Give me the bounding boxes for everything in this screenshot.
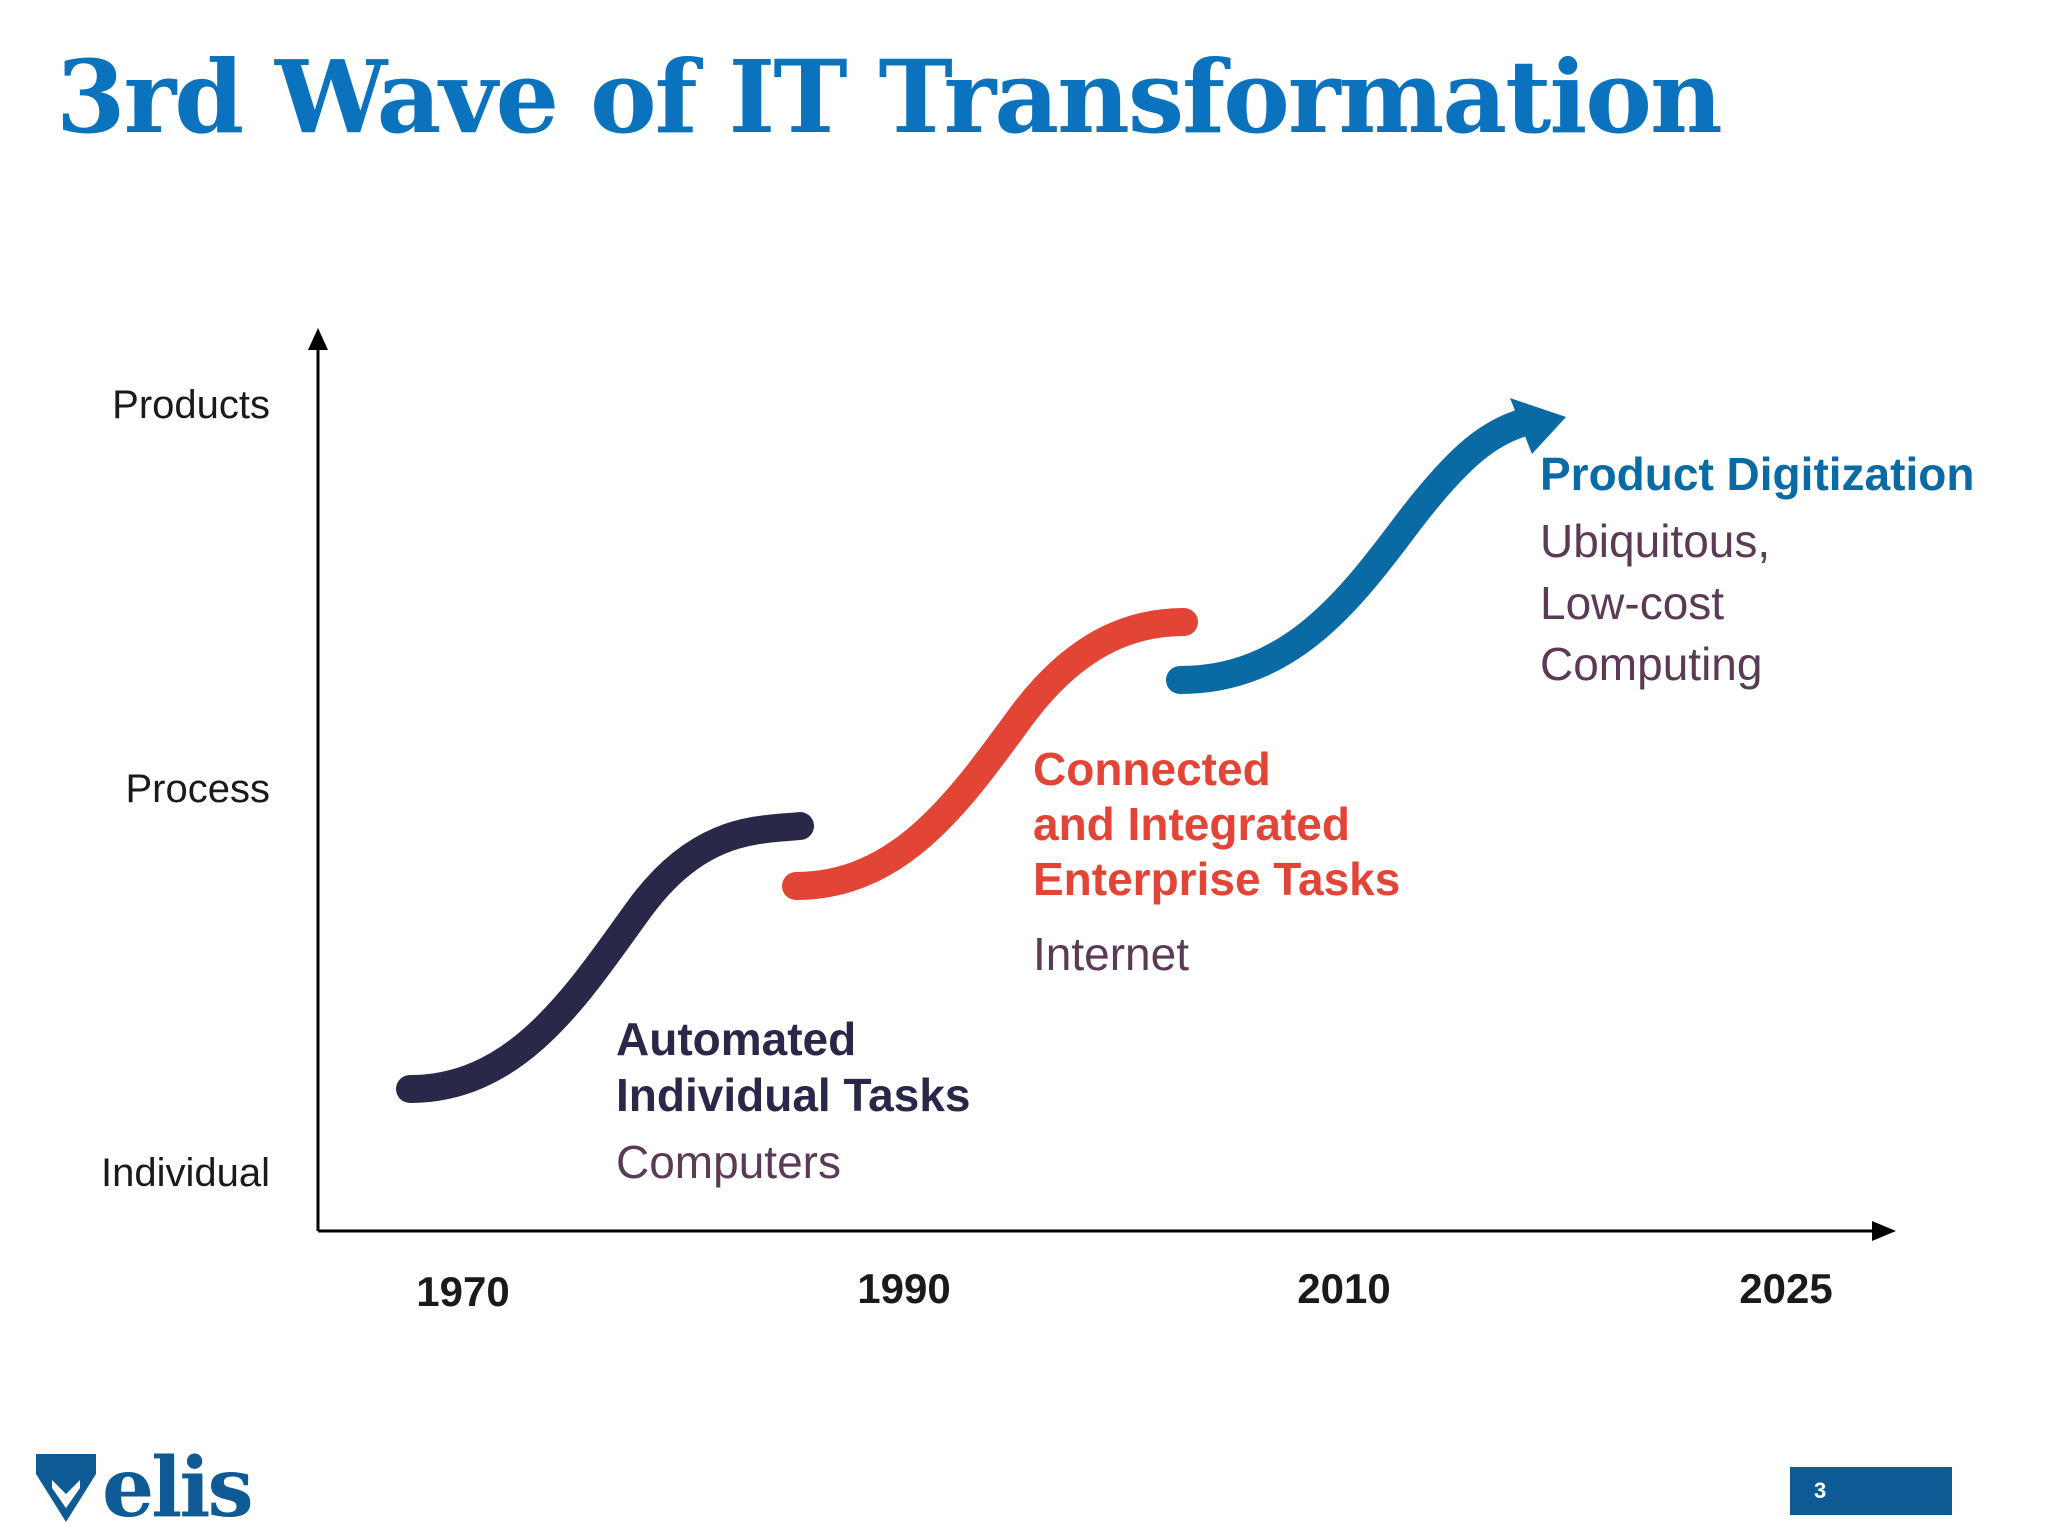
wave-2-title-line-3: Enterprise Tasks [1033,853,1400,905]
wave-3-subtitle-line-2: Low-cost [1540,577,1724,629]
wave-1-subtitle: Computers [616,1136,841,1188]
page-number: 3 [1790,1467,1952,1515]
x-label-2025: 2025 [1739,1265,1832,1312]
x-axis-arrowhead [1872,1221,1896,1241]
wave-1-title-line-1: Automated [616,1013,856,1065]
wave-3-arrowhead [1510,398,1566,454]
x-label-2010: 2010 [1297,1265,1390,1312]
x-label-1970: 1970 [416,1268,509,1315]
wave-3-subtitle-line-3: Computing [1540,638,1762,690]
wave-2-subtitle: Internet [1033,928,1189,980]
logo-wordmark: elis [102,1440,254,1536]
y-axis-arrowhead [308,328,328,350]
y-label-products: Products [112,383,270,427]
y-label-individual: Individual [101,1151,270,1195]
company-logo: elis [34,1440,254,1536]
wave-3-subtitle-line-1: Ubiquitous, [1540,515,1770,567]
y-label-process: Process [126,767,271,811]
wave-2-title-line-1: Connected [1033,743,1271,795]
x-label-1990: 1990 [857,1265,950,1312]
wave-3-title: Product Digitization [1540,448,1974,500]
wave-1-curve [396,812,814,1103]
slide-title: 3rd Wave of IT Transformation [56,38,1723,156]
wave-3-curve [1166,408,1539,694]
wave-2-title-line-2: and Integrated [1033,798,1350,850]
logo-shield-icon [36,1454,96,1522]
wave-1-title-line-2: Individual Tasks [616,1069,970,1121]
wave-2-curve [782,608,1198,900]
